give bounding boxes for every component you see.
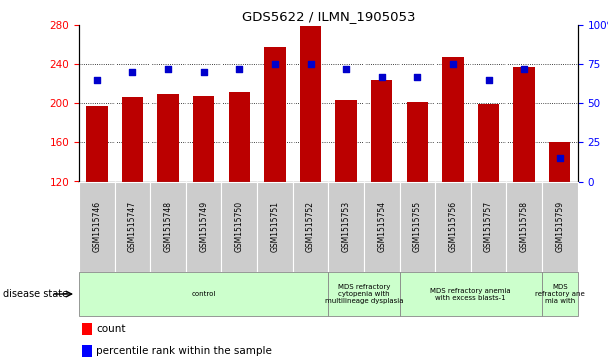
Text: count: count: [97, 325, 126, 334]
Bar: [407, 102, 428, 182]
Bar: [471, 182, 506, 272]
Text: GSM1515754: GSM1515754: [377, 201, 386, 252]
Text: disease state: disease state: [3, 289, 68, 299]
Point: [377, 74, 387, 80]
Text: GSM1515758: GSM1515758: [520, 201, 529, 252]
Bar: [336, 99, 357, 182]
Bar: [157, 94, 179, 182]
Text: GSM1515749: GSM1515749: [199, 201, 208, 252]
Text: GSM1515755: GSM1515755: [413, 201, 422, 252]
Bar: [122, 97, 143, 182]
Text: GSM1515756: GSM1515756: [449, 201, 457, 252]
Bar: [79, 272, 328, 316]
Text: GSM1515759: GSM1515759: [555, 201, 564, 252]
Bar: [364, 182, 399, 272]
Bar: [399, 182, 435, 272]
Bar: [79, 182, 115, 272]
Text: MDS refractory anemia
with excess blasts-1: MDS refractory anemia with excess blasts…: [430, 287, 511, 301]
Point: [412, 74, 422, 80]
Bar: [442, 57, 464, 182]
Bar: [542, 182, 578, 272]
Point: [163, 66, 173, 72]
Text: MDS
refractory ane
mia with: MDS refractory ane mia with: [535, 284, 585, 304]
Bar: [86, 106, 108, 182]
Bar: [221, 182, 257, 272]
Point: [341, 66, 351, 72]
Point: [448, 61, 458, 68]
Bar: [399, 272, 542, 316]
Text: percentile rank within the sample: percentile rank within the sample: [97, 346, 272, 356]
Bar: [264, 47, 286, 182]
Bar: [435, 182, 471, 272]
Bar: [506, 182, 542, 272]
Point: [128, 69, 137, 75]
Point: [555, 155, 565, 161]
Bar: [514, 68, 535, 182]
Point: [199, 69, 209, 75]
Point: [92, 77, 102, 83]
Bar: [186, 182, 221, 272]
Point: [270, 61, 280, 68]
Bar: [542, 272, 578, 316]
Point: [235, 66, 244, 72]
Bar: [549, 142, 570, 182]
Text: MDS refractory
cytopenia with
multilineage dysplasia: MDS refractory cytopenia with multilinea…: [325, 284, 403, 304]
Text: GSM1515752: GSM1515752: [306, 201, 315, 252]
Text: GSM1515757: GSM1515757: [484, 201, 493, 252]
Bar: [81, 346, 91, 357]
Bar: [150, 182, 186, 272]
Bar: [257, 182, 292, 272]
Point: [306, 61, 316, 68]
Text: GSM1515753: GSM1515753: [342, 201, 351, 252]
Bar: [115, 182, 150, 272]
Bar: [328, 182, 364, 272]
Bar: [229, 92, 250, 182]
Bar: [292, 182, 328, 272]
Point: [519, 66, 529, 72]
Text: GSM1515746: GSM1515746: [92, 201, 102, 252]
Text: control: control: [192, 291, 216, 297]
Title: GDS5622 / ILMN_1905053: GDS5622 / ILMN_1905053: [241, 10, 415, 23]
Bar: [300, 26, 321, 182]
Text: GSM1515750: GSM1515750: [235, 201, 244, 252]
Bar: [193, 95, 215, 182]
Text: GSM1515747: GSM1515747: [128, 201, 137, 252]
Text: GSM1515748: GSM1515748: [164, 201, 173, 252]
Bar: [371, 80, 392, 182]
Point: [484, 77, 494, 83]
Text: GSM1515751: GSM1515751: [271, 201, 280, 252]
Bar: [328, 272, 399, 316]
Bar: [478, 105, 499, 182]
Bar: [81, 323, 91, 335]
